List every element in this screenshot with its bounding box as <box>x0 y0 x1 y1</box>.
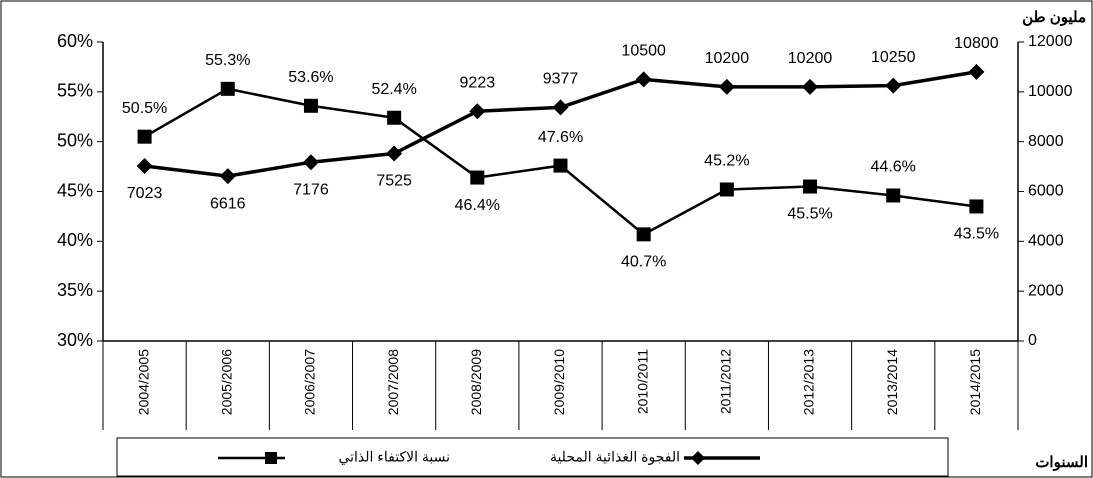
y2-tick-label: 10000 <box>1028 83 1073 100</box>
y-tick-label: 35% <box>57 280 93 300</box>
data-label: 50.5% <box>122 100 167 117</box>
data-label: 53.6% <box>288 69 333 86</box>
square-marker <box>719 182 734 197</box>
data-label: 40.7% <box>621 254 666 271</box>
y2-axis-label: مليون طن <box>1022 9 1086 26</box>
square-marker <box>886 188 901 203</box>
y2-tick-label: 0 <box>1028 332 1037 349</box>
x-tick-label: 2006/2007 <box>302 349 318 415</box>
data-label: 47.6% <box>538 129 583 146</box>
x-tick-label: 2005/2006 <box>218 349 234 415</box>
data-label: 9377 <box>543 71 579 88</box>
data-label: 44.6% <box>871 159 916 176</box>
x-tick-label: 2013/2014 <box>884 349 900 415</box>
data-label: 7525 <box>376 173 412 190</box>
square-marker <box>803 179 818 194</box>
x-tick-label: 2007/2008 <box>385 349 401 415</box>
square-marker <box>969 199 984 214</box>
y2-tick-label: 8000 <box>1028 133 1064 150</box>
x-tick-label: 2012/2013 <box>801 349 817 415</box>
square-marker <box>636 227 651 242</box>
diamond-marker <box>386 145 403 162</box>
y-tick-label: 45% <box>57 180 93 200</box>
legend-label: الفجوة الغذائية المحلية <box>550 449 680 466</box>
data-label: 45.5% <box>787 206 832 223</box>
y2-tick-label: 6000 <box>1028 183 1064 200</box>
x-axis-label: السنوات <box>1035 454 1088 471</box>
y2-tick-label: 4000 <box>1028 233 1064 250</box>
data-label: 10200 <box>788 50 833 67</box>
data-label: 55.3% <box>205 52 250 69</box>
data-label: 7176 <box>293 181 329 198</box>
data-label: 10250 <box>871 49 916 66</box>
square-marker <box>220 81 235 96</box>
legend-marker <box>265 452 277 464</box>
y-tick-label: 30% <box>57 330 93 350</box>
data-label: 9223 <box>460 74 496 91</box>
diamond-marker <box>968 63 985 80</box>
legend-box <box>116 437 949 477</box>
diamond-marker <box>219 168 236 185</box>
y2-tick-label: 2000 <box>1028 282 1064 299</box>
y2-tick-label: 12000 <box>1028 33 1073 50</box>
diamond-marker <box>718 78 735 95</box>
x-tick-label: 2011/2012 <box>718 349 734 414</box>
data-label: 46.4% <box>455 197 500 214</box>
x-tick-label: 2004/2005 <box>135 349 151 415</box>
data-label: 10500 <box>621 43 666 60</box>
square-marker <box>303 98 318 113</box>
legend-marker <box>691 451 705 465</box>
square-marker <box>387 110 402 125</box>
square-marker <box>137 129 152 144</box>
square-marker <box>553 158 568 173</box>
data-label: 10800 <box>954 35 999 52</box>
data-label: 52.4% <box>371 81 416 98</box>
data-label: 43.5% <box>954 226 999 243</box>
diamond-marker <box>302 154 319 171</box>
y-tick-label: 55% <box>57 81 93 101</box>
diamond-marker <box>136 158 153 175</box>
diamond-marker <box>802 78 819 95</box>
x-tick-label: 2009/2010 <box>551 349 567 415</box>
data-label: 7023 <box>127 185 163 202</box>
data-label: 45.2% <box>704 153 749 170</box>
diamond-marker <box>885 77 902 94</box>
data-label: 10200 <box>705 50 750 67</box>
legend-label: نسبة الاكتفاء الذاتي <box>338 449 450 465</box>
y-tick-label: 40% <box>57 230 93 250</box>
diamond-marker <box>469 103 486 120</box>
diamond-marker <box>552 99 569 116</box>
data-label: 6616 <box>210 195 246 212</box>
x-tick-label: 2010/2011 <box>634 349 650 414</box>
square-marker <box>470 170 485 185</box>
y-tick-label: 50% <box>57 130 93 150</box>
y-tick-label: 60% <box>57 31 93 51</box>
x-tick-label: 2014/2015 <box>967 349 983 415</box>
diamond-marker <box>635 71 652 88</box>
x-tick-label: 2008/2009 <box>468 349 484 415</box>
